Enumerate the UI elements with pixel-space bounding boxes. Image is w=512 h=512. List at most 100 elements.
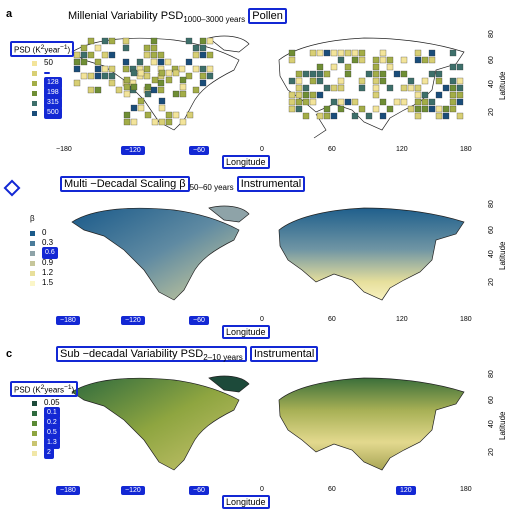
grid-cell bbox=[323, 70, 331, 78]
panel-b: Multi −Decadal Scaling β 50–60 years Inst… bbox=[0, 170, 512, 340]
grid-cell bbox=[358, 56, 366, 64]
grid-cell bbox=[393, 98, 401, 106]
grid-cell bbox=[186, 111, 194, 119]
grid-cell bbox=[372, 63, 380, 71]
grid-cell bbox=[143, 44, 151, 52]
legend-label: 0.3 bbox=[42, 238, 54, 247]
y-axis-label: Latitude bbox=[498, 411, 507, 440]
grid-cell bbox=[73, 79, 81, 87]
grid-cell bbox=[123, 111, 131, 119]
legend-swatch bbox=[32, 400, 37, 406]
legend-title: PSD (K2year−1) bbox=[10, 40, 75, 58]
x-tick-label: 0 bbox=[260, 316, 264, 323]
grid-cell bbox=[87, 86, 95, 94]
map-pollen bbox=[71, 35, 465, 139]
x-tick-label: −120 bbox=[121, 316, 145, 325]
panel-title: Multi −Decadal Scaling β 50–60 years Inst… bbox=[60, 176, 306, 192]
legend: PSD (K2year−1) 50 128 198 315 500 bbox=[10, 40, 75, 119]
grid-cell bbox=[449, 84, 457, 92]
grid-cell bbox=[157, 51, 165, 59]
grid-cell bbox=[379, 112, 387, 120]
legend-label bbox=[44, 72, 50, 74]
grid-cell bbox=[158, 104, 166, 112]
grid-cell bbox=[130, 104, 138, 112]
grid-cell bbox=[414, 98, 422, 106]
grid-cell bbox=[150, 37, 158, 45]
panel-title: Sub −decadal Variability PSD2–10 years I… bbox=[56, 346, 319, 362]
grid-cell bbox=[421, 91, 429, 99]
legend-swatch bbox=[32, 110, 37, 116]
grid-cell bbox=[185, 58, 193, 66]
grid-cell bbox=[414, 49, 422, 57]
grid-cell bbox=[421, 105, 429, 113]
grid-cell bbox=[137, 97, 145, 105]
grid-cell bbox=[150, 44, 158, 52]
legend-label: 1.3 bbox=[44, 437, 60, 449]
grid-cell bbox=[407, 105, 415, 113]
legend-swatch bbox=[30, 260, 35, 266]
grid-cell bbox=[108, 79, 116, 87]
legend-item: 500 bbox=[32, 107, 74, 119]
grid-cell bbox=[372, 70, 380, 78]
grid-cell bbox=[108, 65, 116, 73]
x-tick-label: 0 bbox=[260, 486, 264, 493]
grid-cell bbox=[449, 63, 457, 71]
grid-cell bbox=[372, 91, 380, 99]
grid-cell bbox=[365, 70, 373, 78]
x-tick-label: −60 bbox=[189, 146, 209, 155]
grid-cell bbox=[137, 69, 145, 77]
grid-cell bbox=[157, 58, 165, 66]
grid-cell bbox=[386, 84, 394, 92]
grid-cell bbox=[351, 98, 359, 106]
x-tick-label: 60 bbox=[328, 316, 336, 323]
grid-cell bbox=[400, 84, 408, 92]
grid-cell bbox=[379, 49, 387, 57]
grid-cell bbox=[379, 56, 387, 64]
grid-cell bbox=[199, 65, 207, 73]
grid-cell bbox=[288, 49, 296, 57]
grid-cell bbox=[428, 56, 436, 64]
grid-cell bbox=[421, 98, 429, 106]
grid-cell bbox=[421, 56, 429, 64]
grid-cell bbox=[456, 63, 464, 71]
grid-cell bbox=[108, 51, 116, 59]
grid-cell bbox=[158, 97, 166, 105]
grid-cell bbox=[288, 98, 296, 106]
legend-item: 0.1 bbox=[32, 407, 78, 419]
legend-label: 0.05 bbox=[44, 398, 60, 407]
grid-cell bbox=[178, 65, 186, 73]
grid-cell bbox=[144, 90, 152, 98]
grid-cell bbox=[386, 63, 394, 71]
legend-swatch bbox=[32, 420, 37, 426]
grid-cell bbox=[372, 77, 380, 85]
legend-item: 2 bbox=[32, 447, 78, 459]
legend-item: 1.3 bbox=[32, 437, 78, 449]
grid-cell bbox=[151, 118, 159, 126]
grid-cell bbox=[295, 77, 303, 85]
x-tick-label: 120 bbox=[396, 486, 416, 495]
x-tick-label: −180 bbox=[56, 146, 72, 153]
grid-cell bbox=[150, 86, 158, 94]
grid-cell bbox=[199, 79, 207, 87]
grid-cell bbox=[421, 77, 429, 85]
grid-cell bbox=[456, 112, 464, 120]
grid-cell bbox=[101, 37, 109, 45]
grid-cell bbox=[108, 37, 116, 45]
y-tick-label: 60 bbox=[488, 226, 495, 234]
legend-swatch bbox=[32, 90, 37, 96]
y-tick-label: 80 bbox=[488, 30, 495, 38]
grid-cell bbox=[165, 76, 173, 84]
grid-cell bbox=[179, 76, 187, 84]
grid-cell bbox=[130, 118, 138, 126]
grid-cell bbox=[130, 69, 138, 77]
grid-cell bbox=[456, 91, 464, 99]
y-tick-label: 80 bbox=[488, 370, 495, 378]
grid-cell bbox=[192, 86, 200, 94]
grid-cell bbox=[123, 118, 131, 126]
grid-cell bbox=[144, 83, 152, 91]
grid-cell bbox=[372, 56, 380, 64]
grid-cell bbox=[295, 98, 303, 106]
grid-cell bbox=[288, 91, 296, 99]
x-tick-label: 120 bbox=[396, 316, 408, 323]
x-tick-label: −120 bbox=[121, 146, 145, 155]
